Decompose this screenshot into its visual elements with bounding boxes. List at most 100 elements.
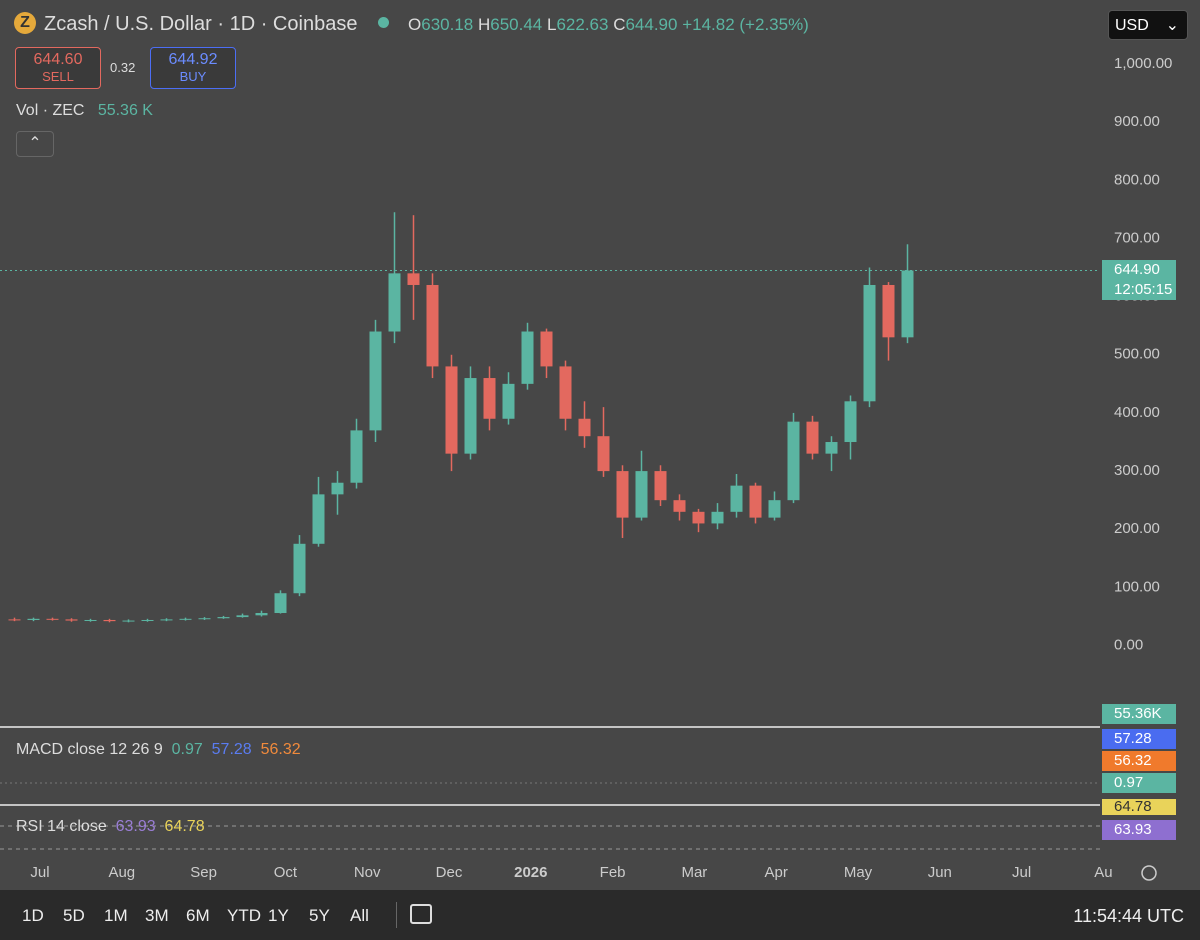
- candle-body: [255, 613, 268, 616]
- y-tick-label: 300.00: [1114, 462, 1160, 479]
- range-button[interactable]: All: [350, 906, 369, 925]
- x-tick-label: Jun: [928, 864, 952, 881]
- rsi-value: 63.93: [115, 818, 156, 835]
- candle-body: [369, 331, 382, 431]
- macd-legend: MACD close 12 26 9 0.97 57.28 56.32: [16, 741, 301, 759]
- y-tick-label: 400.00: [1114, 404, 1160, 421]
- range-button[interactable]: 5Y: [309, 906, 330, 925]
- high: 650.44: [490, 15, 543, 34]
- y-tick-label: 1,000.00: [1114, 55, 1172, 72]
- candle-body: [445, 366, 458, 454]
- candle-body: [198, 618, 211, 620]
- candle-body: [768, 500, 781, 518]
- collapse-button[interactable]: ⌃: [16, 131, 54, 157]
- x-tick-label: Apr: [765, 864, 788, 881]
- settings-icon[interactable]: [1141, 865, 1157, 881]
- date-range-icon[interactable]: [410, 904, 432, 924]
- candle-body: [692, 511, 705, 524]
- x-tick-label: May: [844, 864, 873, 881]
- candle-body: [179, 618, 192, 620]
- y-tick-label: 0.00: [1114, 637, 1143, 654]
- x-tick-label: Mar: [681, 864, 707, 881]
- x-tick-label: Sep: [190, 864, 217, 881]
- clock: 11:54:44 UTC: [1073, 906, 1184, 926]
- candle-body: [882, 284, 895, 338]
- x-tick-label: 2026: [514, 864, 547, 881]
- range-button[interactable]: 1M: [104, 906, 128, 925]
- volume-tag: 55.36K: [1102, 704, 1176, 724]
- candle-body: [825, 442, 838, 454]
- low: 622.63: [556, 15, 609, 34]
- volume-value: 55.36 K: [97, 102, 153, 119]
- candle-body: [483, 378, 496, 419]
- candle-body: [122, 620, 135, 622]
- close: 644.90: [625, 15, 678, 34]
- buy-label: BUY: [179, 69, 207, 84]
- macd-tag: 57.28: [1102, 729, 1176, 749]
- y-tick-label: 200.00: [1114, 520, 1160, 537]
- candle-body: [236, 615, 249, 618]
- rsi-legend: RSI 14 close 63.93 64.78: [16, 818, 205, 836]
- spread: 0.32: [110, 60, 136, 75]
- candle-body: [654, 471, 667, 501]
- x-tick-label: Dec: [436, 864, 463, 881]
- candle-body: [711, 511, 724, 524]
- candle-body: [844, 401, 857, 443]
- candle-body: [787, 421, 800, 501]
- currency-select[interactable]: USD ⌄: [1108, 10, 1188, 40]
- y-tick-label: 700.00: [1114, 229, 1160, 246]
- candle-body: [863, 284, 876, 402]
- status-dot: [378, 17, 389, 28]
- separator: [396, 902, 397, 928]
- h-label: H: [477, 15, 491, 34]
- range-button[interactable]: 3M: [145, 906, 169, 925]
- last-price: 644.90: [1114, 261, 1160, 278]
- candle-body: [350, 430, 363, 483]
- x-tick-label: Nov: [354, 864, 381, 881]
- candle-body: [502, 383, 515, 419]
- candle-body: [8, 619, 21, 621]
- candle-body: [597, 436, 610, 472]
- x-tick-label: Jul: [30, 864, 49, 881]
- coin-icon: Z: [14, 12, 36, 34]
- macd-value: 57.28: [211, 741, 252, 758]
- price-tag: 644.90 12:05:15: [1102, 260, 1176, 300]
- candle-body: [160, 619, 173, 621]
- y-tick-label: 800.00: [1114, 171, 1160, 188]
- candle-body: [388, 273, 401, 332]
- y-tick-label: 100.00: [1114, 578, 1160, 595]
- volume-legend: Vol · ZEC 55.36 K: [16, 102, 153, 120]
- rsi-label: RSI 14 close: [16, 818, 107, 835]
- range-button[interactable]: 5D: [63, 906, 85, 925]
- open: 630.18: [421, 15, 474, 34]
- range-button[interactable]: 1D: [22, 906, 44, 925]
- chart: 0.00100.00200.00300.00400.00500.00600.00…: [0, 54, 1173, 881]
- x-tick-label: Feb: [600, 864, 626, 881]
- x-tick-label: Au: [1094, 864, 1112, 881]
- range-button[interactable]: 6M: [186, 906, 210, 925]
- currency: USD: [1115, 17, 1149, 34]
- buy-button[interactable]: 644.92 BUY: [150, 47, 236, 89]
- y-tick-label: 900.00: [1114, 113, 1160, 130]
- rsi-tag: 63.93: [1102, 820, 1176, 840]
- ohlc: O630.18 H650.44 L622.63 C644.90 +14.82 (…: [408, 15, 809, 35]
- sell-label: SELL: [42, 69, 74, 84]
- volume-label: Vol · ZEC: [16, 102, 85, 119]
- candle-body: [407, 273, 420, 285]
- candle-body: [540, 331, 553, 367]
- c-label: C: [613, 15, 626, 34]
- range-button[interactable]: 1Y: [268, 906, 289, 925]
- range-button[interactable]: YTD: [227, 906, 261, 925]
- candle-body: [464, 378, 477, 454]
- candle-body: [274, 593, 287, 614]
- countdown: 12:05:15: [1114, 281, 1173, 298]
- rsi-ma-tag: 64.78: [1102, 799, 1176, 815]
- candle-body: [578, 418, 591, 437]
- candle-body: [312, 494, 325, 544]
- l-label: L: [546, 15, 557, 34]
- x-tick-label: Oct: [274, 864, 298, 881]
- sell-button[interactable]: 644.60 SELL: [15, 47, 101, 89]
- hist-tag: 0.97: [1102, 773, 1176, 793]
- candle-body: [901, 270, 914, 338]
